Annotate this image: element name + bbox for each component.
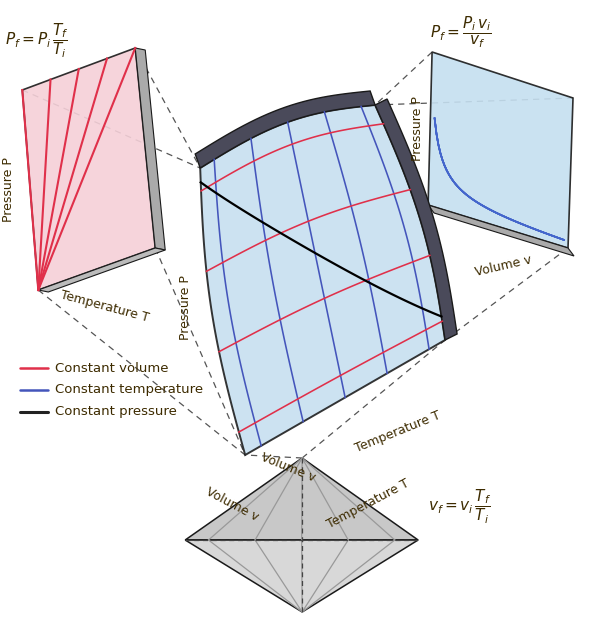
Text: Temperature T: Temperature T (59, 289, 150, 325)
Text: Temperature T: Temperature T (325, 477, 411, 531)
Text: $P_f = \dfrac{P_i\,v_i}{v_f}$: $P_f = \dfrac{P_i\,v_i}{v_f}$ (430, 15, 492, 50)
Text: Constant volume: Constant volume (55, 361, 169, 374)
Polygon shape (135, 48, 165, 250)
Polygon shape (22, 48, 155, 290)
Text: Pressure P: Pressure P (179, 275, 191, 340)
Polygon shape (195, 91, 375, 168)
Text: Volume v: Volume v (203, 485, 260, 523)
Polygon shape (39, 248, 165, 292)
Text: Volume v: Volume v (473, 253, 533, 279)
Text: Constant temperature: Constant temperature (55, 384, 203, 397)
Polygon shape (185, 458, 418, 540)
Text: Pressure P: Pressure P (2, 157, 15, 223)
Polygon shape (200, 105, 445, 455)
Polygon shape (375, 99, 457, 340)
Text: Temperature T: Temperature T (353, 409, 443, 455)
Text: Constant pressure: Constant pressure (55, 405, 177, 419)
Polygon shape (185, 540, 418, 612)
Text: Pressure P: Pressure P (411, 96, 424, 161)
Text: $P_f = P_i\,\dfrac{T_f}{T_i}$: $P_f = P_i\,\dfrac{T_f}{T_i}$ (5, 22, 69, 60)
Polygon shape (428, 205, 574, 256)
Text: $v_f = v_i\,\dfrac{T_f}{T_i}$: $v_f = v_i\,\dfrac{T_f}{T_i}$ (428, 488, 491, 526)
Text: Volume v: Volume v (259, 451, 317, 485)
Polygon shape (428, 52, 573, 248)
